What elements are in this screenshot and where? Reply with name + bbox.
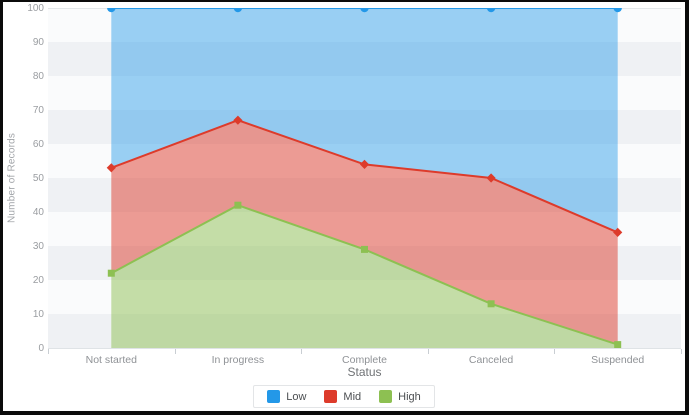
y-axis-tick-label: 70 — [32, 105, 44, 116]
low-series-marker[interactable] — [613, 8, 622, 13]
y-axis-tick-label: 90 — [32, 37, 44, 48]
legend-item-high[interactable]: High — [379, 390, 421, 403]
y-axis-tick-label: 60 — [32, 139, 44, 150]
legend-item-mid[interactable]: Mid — [324, 390, 361, 403]
legend-swatch-high — [379, 390, 393, 403]
low-series-marker[interactable] — [360, 8, 369, 13]
high-series-marker[interactable] — [487, 300, 495, 308]
mid-series-marker[interactable] — [613, 227, 623, 237]
x-axis-category-label: In progress — [211, 354, 265, 366]
y-axis-tick-label: 20 — [32, 275, 44, 286]
legend-item-low[interactable]: Low — [267, 390, 306, 403]
y-axis-tick-label: 0 — [38, 343, 44, 354]
y-axis-tick-label: 80 — [32, 71, 44, 82]
x-axis-category-label: Not started — [85, 354, 137, 366]
mid-series-marker[interactable] — [359, 159, 370, 169]
low-series-marker[interactable] — [107, 8, 116, 13]
high-series-marker[interactable] — [614, 341, 622, 348]
y-axis-tick-label: 100 — [27, 3, 44, 14]
high-series-marker[interactable] — [234, 201, 242, 209]
x-axis-category-label: Canceled — [468, 354, 514, 366]
y-axis-tick-label: 40 — [32, 207, 44, 218]
mid-series-marker[interactable] — [486, 173, 496, 183]
x-axis-tick — [174, 349, 176, 354]
y-axis-tick-label: 30 — [32, 241, 44, 252]
legend-swatch-low — [267, 390, 281, 403]
x-axis-tick — [427, 349, 429, 354]
plot-area[interactable] — [48, 8, 681, 349]
mid-series-marker[interactable] — [106, 163, 116, 173]
x-axis-tick — [554, 349, 556, 354]
area-chart-svg — [48, 8, 681, 348]
mid-series-marker[interactable] — [233, 115, 243, 125]
high-series-marker[interactable] — [361, 245, 368, 253]
x-axis-title: Status — [347, 365, 382, 379]
high-series-area — [111, 205, 618, 348]
low-series-marker[interactable] — [233, 8, 243, 13]
legend-swatch-mid — [324, 390, 338, 403]
mid-series-area — [111, 120, 618, 345]
x-axis-tick — [48, 349, 49, 354]
legend-label: High — [398, 390, 421, 403]
x-axis-category-label: Complete — [342, 354, 387, 366]
x-axis-tick — [301, 349, 303, 354]
y-axis-tick-label: 10 — [32, 309, 44, 320]
legend-label: Low — [286, 390, 307, 403]
area-chart: Number of Records 100 90 80 70 60 50 40 30 20 10 0… — [3, 2, 685, 411]
low-series-marker[interactable] — [486, 8, 496, 13]
legend-box: Low Mid High — [253, 385, 435, 408]
legend-label: Mid — [343, 390, 362, 403]
legend: Low Mid High — [3, 385, 685, 408]
x-axis-category-label: Suspended — [591, 354, 645, 366]
x-axis-tick — [681, 349, 682, 354]
y-axis-tick-label: 50 — [32, 173, 44, 184]
high-series-marker[interactable] — [107, 269, 115, 277]
